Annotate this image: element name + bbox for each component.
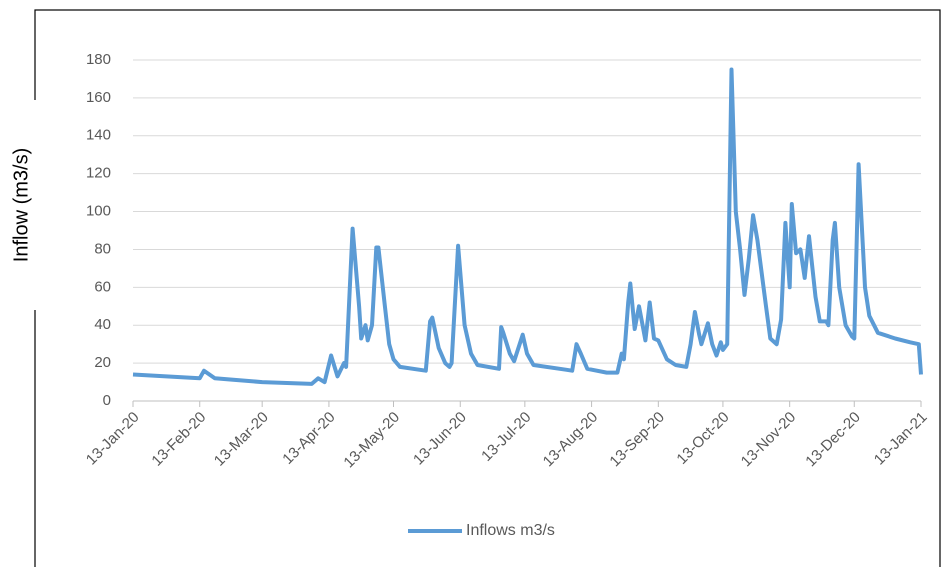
x-tick-label: 13-Dec-20 [802, 409, 864, 471]
chart-frame [34, 9, 941, 567]
x-tick-label: 13-Aug-20 [540, 409, 602, 471]
x-tick-label: 13-Jan-21 [871, 409, 931, 469]
y-axis-label: Inflow (m3/s) [10, 148, 32, 262]
data-line [132, 67, 923, 386]
x-tick-label: 13-May-20 [340, 409, 403, 472]
x-tick-label: 13-Oct-20 [673, 409, 732, 468]
label-backdrop [10, 100, 50, 310]
y-tick-label: 0 [103, 392, 111, 409]
x-tick-label: 13-Nov-20 [738, 409, 800, 471]
y-tick-label: 180 [86, 51, 111, 68]
y-tick-label: 40 [94, 316, 111, 333]
y-tick-label: 100 [86, 203, 111, 220]
x-tick-label: 13-Apr-20 [279, 409, 338, 468]
x-tick-label: 13-Sep-20 [606, 409, 668, 471]
x-tick-label: 13-Mar-20 [211, 409, 272, 470]
y-tick-label: 80 [94, 240, 111, 257]
y-tick-label: 140 [86, 127, 111, 144]
y-tick-label: 20 [94, 354, 111, 371]
x-tick-label: 13-Jun-20 [410, 409, 470, 469]
x-tick-label: 13-Feb-20 [148, 409, 209, 470]
x-tick-label: 13-Jan-20 [83, 409, 143, 469]
y-tick-label: 60 [94, 278, 111, 295]
y-tick-label: 120 [86, 165, 111, 182]
y-tick-label: 160 [86, 89, 111, 106]
legend-label: Inflows m3/s [466, 522, 555, 539]
x-tick-label: 13-Jul-20 [478, 409, 534, 465]
